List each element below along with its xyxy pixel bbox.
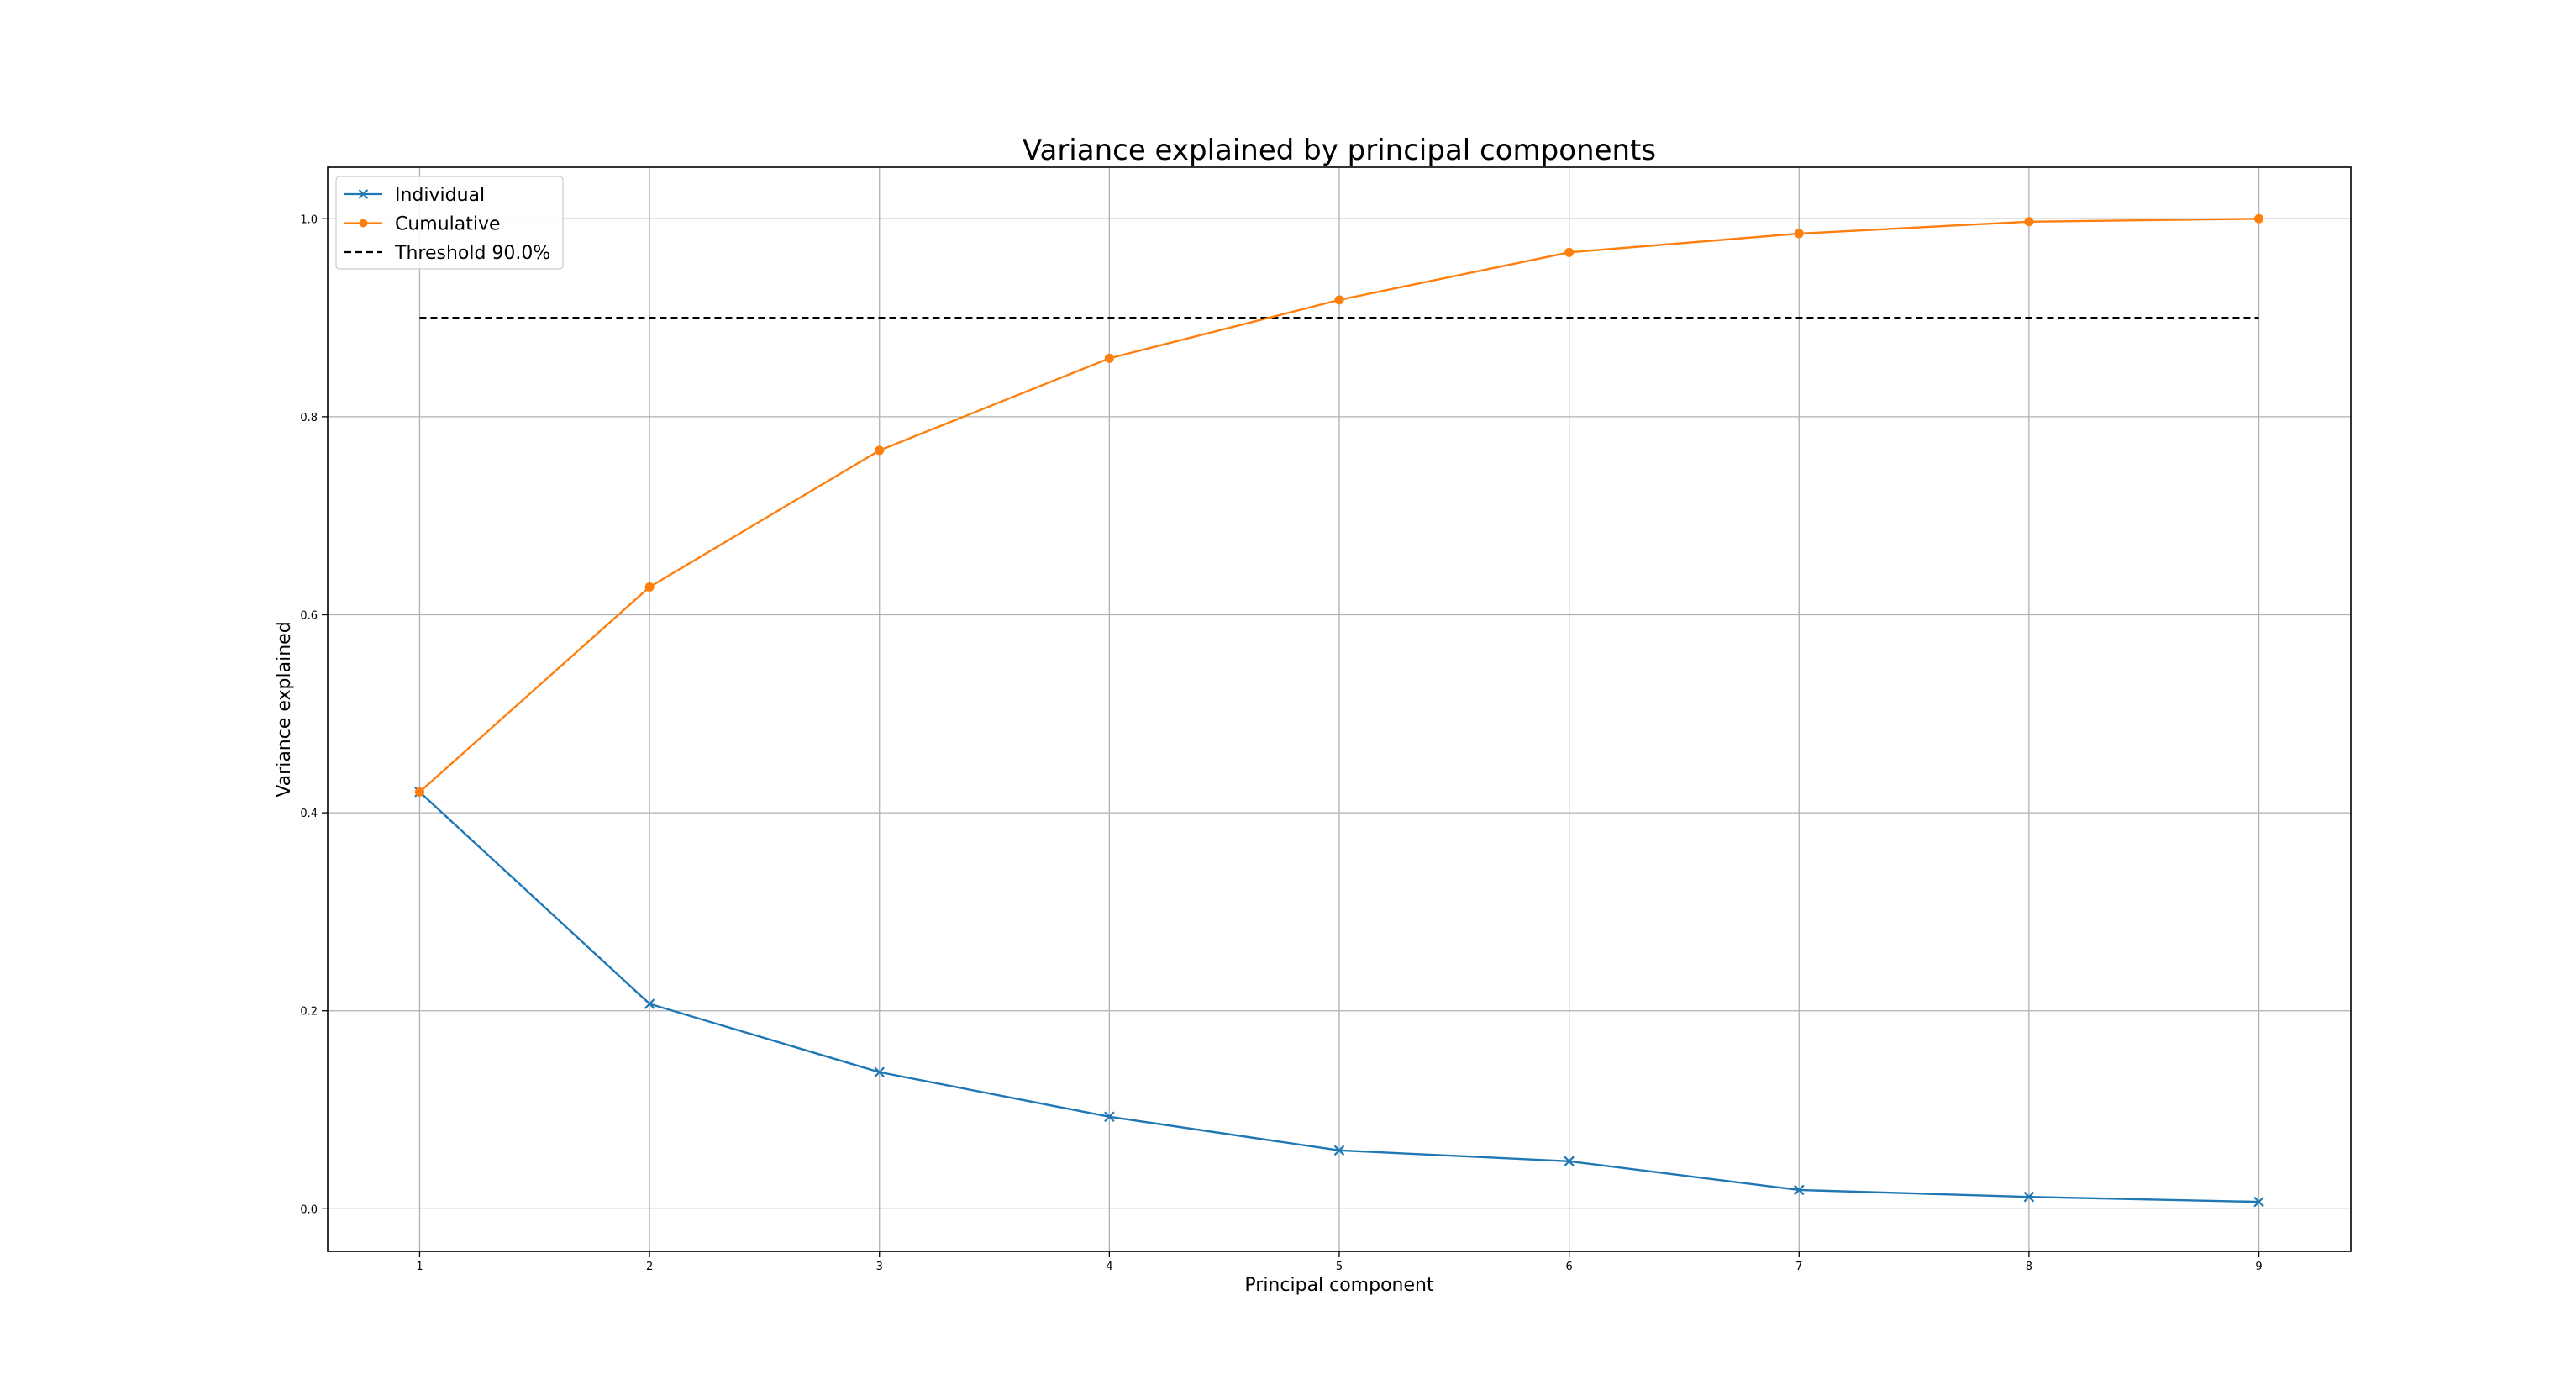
y-tick-label: 0.6 xyxy=(300,609,318,622)
legend: Individual Cumulative Threshold 90.0% xyxy=(335,176,564,270)
point-individual xyxy=(1564,1156,1575,1167)
y-tick-label: 0.2 xyxy=(300,1006,318,1019)
point-individual xyxy=(644,998,655,1009)
point-cumulative xyxy=(1564,247,1575,257)
point-cumulative xyxy=(2024,217,2034,227)
x-tick-label: 6 xyxy=(1565,1261,1572,1273)
point-cumulative xyxy=(414,787,424,797)
x-tick-label: 1 xyxy=(416,1261,423,1273)
point-cumulative xyxy=(1794,229,1804,239)
series-layer xyxy=(414,213,2264,1208)
legend-label: Threshold 90.0% xyxy=(394,243,550,264)
legend-entry: Threshold 90.0% xyxy=(344,243,550,264)
point-cumulative xyxy=(875,445,885,456)
point-individual xyxy=(1333,1145,1345,1156)
y-tick-label: 0.8 xyxy=(300,412,318,424)
x-tick-label: 5 xyxy=(1336,1261,1343,1273)
point-cumulative xyxy=(1104,353,1114,363)
chart-title: Variance explained by principal componen… xyxy=(1023,134,1656,167)
legend-entry: Cumulative xyxy=(344,214,501,235)
point-cumulative xyxy=(2254,213,2264,224)
ticks: 1 2 3 4 5 6 7 8 9 0.0 0.2 0.4 0.6 0.8 1.0 xyxy=(300,213,2262,1273)
point-individual xyxy=(1104,1111,1115,1123)
legend-box xyxy=(335,176,564,270)
point-individual xyxy=(2253,1196,2264,1208)
grid xyxy=(328,167,2351,1251)
y-tick-label: 0.0 xyxy=(300,1203,318,1216)
x-tick-label: 9 xyxy=(2255,1261,2262,1273)
x-tick-label: 7 xyxy=(1795,1261,1802,1273)
point-individual xyxy=(1793,1184,1805,1196)
x-tick-label: 2 xyxy=(646,1261,653,1273)
y-tick-label: 1.0 xyxy=(300,213,318,226)
point-individual xyxy=(2023,1191,2035,1203)
point-cumulative xyxy=(1334,295,1344,305)
point-individual xyxy=(874,1066,886,1078)
x-axis-label: Principal component xyxy=(1244,1275,1434,1296)
point-cumulative xyxy=(644,582,655,592)
x-tick-label: 8 xyxy=(2026,1261,2032,1273)
legend-label: Individual xyxy=(395,185,485,206)
y-tick-label: 0.4 xyxy=(300,808,318,820)
x-tick-label: 3 xyxy=(876,1261,883,1273)
y-axis-label: Variance explained xyxy=(274,621,295,797)
x-tick-label: 4 xyxy=(1106,1261,1112,1273)
legend-entry: Individual xyxy=(344,185,485,206)
legend-label: Cumulative xyxy=(395,214,501,235)
